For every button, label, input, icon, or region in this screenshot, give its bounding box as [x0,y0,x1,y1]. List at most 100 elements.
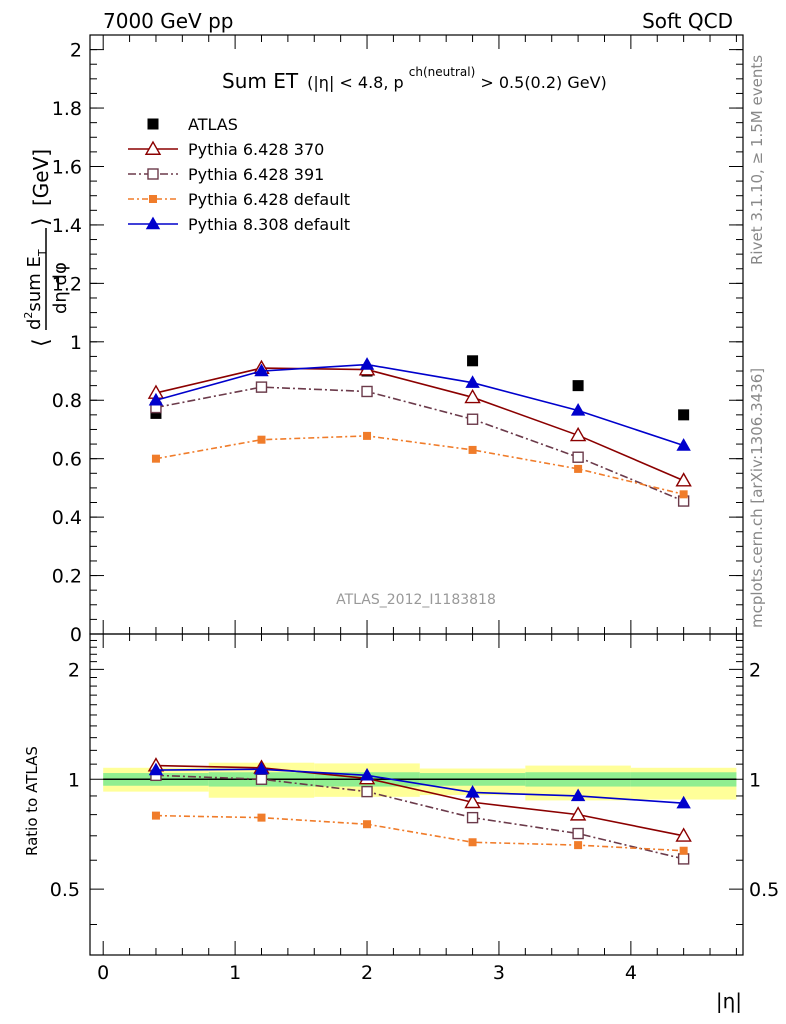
ratio-p8_default-line [155,768,684,804]
ratio-ytick-label-right: 0.5 [749,879,779,901]
main-p6_391-point [572,451,584,463]
ratio-p6_391-point [572,827,584,840]
main-p6_default-point [363,431,372,440]
main-p6_370-point [464,388,481,404]
ratio-p8_default-point [570,788,586,802]
ratio-p8_default-point [359,767,375,781]
analysis-watermark: ATLAS_2012_I1183818 [336,592,496,608]
ratio-ytick-label: 2 [68,659,80,681]
legend-data-marker [147,118,159,130]
header-left: 7000 GeV pp [103,9,234,33]
ratio-p6_default-point [574,841,583,850]
main-p6_default-point [574,464,583,473]
main-ylabel: ⟨ d2sum ET dη dφ ⟩ [GeV] [22,149,71,347]
ratio-xtick-label: 3 [493,962,505,984]
main-ytick-label: 1.2 [52,273,82,295]
ratio-xlabel: |η| [716,989,742,1013]
main-ylabel-numerator: d2sum ET [22,249,49,330]
legend-p6_370-label: Pythia 6.428 370 [188,140,324,159]
main-p6_370-line [155,367,684,482]
ratio-xtick-label: 0 [97,962,109,984]
ratio-p6_370-line [155,764,684,837]
ratio-axes-box [89,633,744,956]
legend-p6_370-marker [144,140,162,155]
main-p6_default-point [151,454,160,463]
chart-title: Sum ET (|η| < 4.8, p ch(neutral) > 0.5(0… [222,61,607,93]
ratio-ytick-label: 1 [68,769,80,791]
ratio-xtick-label: 2 [361,962,373,984]
main-data-point [572,380,584,392]
main-p6_391-point [255,381,268,393]
main-ylabel-denominator: dη dφ [50,262,71,314]
ratio-ytick-label-right: 2 [749,659,761,681]
mcplots-label: mcplots.cern.ch [arXiv:1306.3436] [748,368,766,628]
main-p8_default-point [359,357,375,370]
main-p6_391-point [466,413,479,425]
ratio-p6_default-point [679,846,688,855]
legend-data-label: ATLAS [188,115,238,134]
chart-title-sup: ch(neutral) [409,65,476,79]
main-p8_default-line [155,363,684,447]
main-p8_default-point [676,438,691,451]
ratio-p6_391-point [677,853,690,865]
main-panel-series [147,355,692,507]
main-ytick-label: 0.6 [52,449,82,471]
ratio-p6_default-line [155,814,684,852]
main-data-point [467,355,479,367]
main-p6_default-line [155,435,684,496]
legend-p6_default-marker [149,195,157,203]
main-p8_default-point [465,375,480,388]
ratio-p8_default-point [148,762,164,776]
main-ytick-label: 1.6 [52,156,82,178]
ratio-p6_370-point [464,793,481,809]
ratio-p6_391-point [466,811,479,824]
main-p6_391-point [361,385,373,398]
ratio-p8_default-point [254,761,269,775]
main-data-point [150,407,162,419]
ratio-ytick-label: 0.5 [50,879,80,901]
ratio-xtick-label: 1 [229,962,241,984]
main-ytick-label: 1.8 [52,98,82,120]
chart-title-main: Sum ET [222,69,299,93]
ratio-p6_default-point [363,820,372,829]
legend-p6_391-marker [147,168,159,180]
main-panel-axes: 0 0.2 0.4 0.6 0.8 1 1.2 1.4 1.6 1.8 2 [52,34,744,646]
legend-p6_391-label: Pythia 6.428 391 [188,165,324,184]
ratio-panel-axes: 0.5 0.5 1 1 2 2 0 1 2 3 4 [50,633,779,984]
chart-title-cond1: (|η| < 4.8, p [307,73,404,92]
header-right: Soft QCD [642,9,733,33]
main-p6_default-point [468,445,477,454]
main-ytick-label: 1.4 [52,215,82,237]
main-ylabel-bracket-left: ⟨ [29,338,54,347]
ratio-p6_default-point [257,813,266,822]
main-p6_370-point [675,472,692,487]
main-ytick-label: 0.8 [52,390,82,412]
main-p6_default-point [257,435,266,444]
ratio-ylabel: Ratio to ATLAS [23,746,41,856]
main-ytick-label: 0.4 [52,507,82,529]
main-p8_default-point [570,403,586,416]
chart-title-cond2: > 0.5(0.2) GeV) [480,73,606,92]
main-p8_default-point [148,392,164,406]
main-p8_default-point [254,363,269,377]
main-p6_391-line [155,386,684,502]
ratio-p6_370-point [569,806,587,821]
ratio-p6_391-point [361,785,373,798]
main-ytick-label: 0.2 [52,566,82,588]
legend: ATLAS Pythia 6.428 370 Pythia 6.428 391 Pyt… [128,115,350,234]
main-ytick-label: 1 [70,332,82,354]
ratio-ytick-label-right: 1 [749,769,761,791]
ratio-p6_default-point [151,811,160,820]
main-ylabel-unit: [GeV] [29,149,53,206]
ratio-xtick-label: 4 [625,962,637,984]
ratio-p8_default-point [465,785,480,798]
ratio-p6_391-point [255,773,268,785]
main-p6_default-point [679,490,688,499]
legend-p8_default-label: Pythia 8.308 default [188,215,350,234]
legend-p8_default-marker [145,216,161,230]
main-ytick-label: 0 [70,624,82,646]
ratio-panel-series [147,757,692,865]
ratio-p6_370-point [675,827,692,842]
main-ylabel-bracket-right: ⟩ [29,217,54,226]
ratio-panel-bands [103,762,737,801]
